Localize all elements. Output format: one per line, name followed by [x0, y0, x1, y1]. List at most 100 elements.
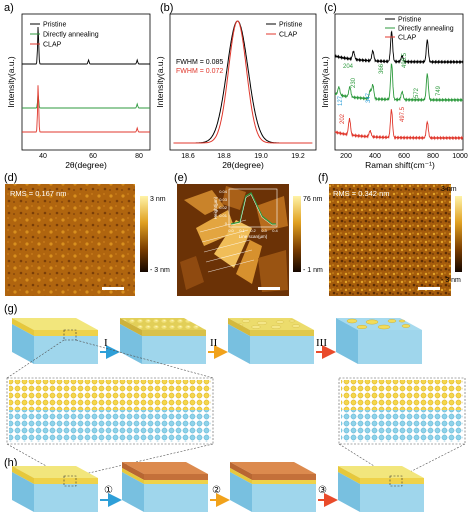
block-g2 [120, 318, 206, 364]
panel-c-label: (c) [324, 2, 337, 14]
afm-image-f [329, 184, 451, 296]
legend-annealing: Directly annealing [43, 32, 99, 39]
panel-g-label: (g) [4, 303, 17, 315]
b-xtick-19.2: 19.2 [291, 153, 305, 160]
cb-top-e: 76 nm [303, 196, 323, 203]
b-xlabel: 2θ(degree) [222, 160, 264, 170]
b-xtick-18.8: 18.8 [217, 153, 231, 160]
inset-xtick-0.0: 0.0 [228, 228, 234, 233]
colorbar-d [140, 196, 148, 272]
peak-749: 749 [436, 85, 442, 96]
c-ylabel: Intensity(a.u.) [320, 56, 330, 108]
b-xtick-18.6: 18.6 [181, 153, 195, 160]
step-iii: III [316, 337, 327, 349]
panel-c-axes [334, 13, 464, 151]
lattice-right [338, 377, 466, 445]
peak-347: 347 [366, 92, 372, 103]
scale-bar-e [258, 287, 280, 290]
inset-ytick-0.03: 0.03 [219, 197, 228, 202]
panel-e: (e) 0.04 0.03 0.02 0.01 0 [174, 172, 323, 296]
cb-bottom-e: - 1 nm [303, 267, 323, 274]
inset-xtick-0.1: 0.1 [239, 228, 245, 233]
inset-xtick-0.2: 0.2 [250, 228, 256, 233]
peak-572: 572 [414, 87, 420, 98]
c-xtick-1000: 1000 [452, 153, 468, 160]
panel-d: (d) RMS = 0.167 nm 3 nm - 3 nm [4, 172, 170, 296]
rms-d: RMS = 0.167 nm [10, 189, 66, 198]
c-series-pristine [334, 30, 464, 65]
panel-a-legend: Pristine Directly annealing CLAP [30, 22, 99, 49]
c-xlabel: Raman shift(cm⁻¹) [365, 160, 435, 170]
c-xtick-200: 200 [340, 153, 352, 160]
step-3: ③ [318, 485, 327, 496]
block-g4 [336, 318, 422, 364]
a-xtick-40: 40 [39, 153, 47, 160]
panel-c-legend: Pristine Directly annealing CLAP [385, 17, 454, 42]
colorbar-e [293, 196, 301, 272]
inset-ytick-0.02: 0.02 [219, 205, 228, 210]
legend-annealing: Directly annealing [398, 26, 454, 33]
zoom-box-g [63, 329, 77, 341]
cb-bottom-f: - 3 nm [441, 277, 461, 284]
a-xlabel: 2θ(degree) [65, 160, 107, 170]
peak-202: 202 [340, 113, 346, 124]
panel-f-label: (f) [318, 172, 328, 184]
panel-a: a) Pristine Directly annealing CLAP 40 6… [4, 2, 151, 170]
c-series-clap [334, 109, 464, 141]
b-ylabel: Intensity(a.u.) [155, 56, 165, 108]
block-h3 [230, 462, 316, 512]
c-peak-labels: 204 230 366 498.5 572 749 127 347 202 49… [338, 52, 442, 124]
inset-ytick-0.04: 0.04 [219, 189, 228, 194]
c-xtick-400: 400 [369, 153, 381, 160]
legend-clap: CLAP [279, 32, 298, 39]
inset-ylabel: Height(μm) [213, 196, 218, 219]
block-h2 [122, 462, 208, 512]
panel-b-curves [173, 20, 313, 144]
legend-clap: CLAP [43, 42, 62, 49]
legend-pristine: Pristine [279, 22, 302, 29]
block-g3 [228, 318, 314, 364]
legend-pristine: Pristine [43, 22, 66, 29]
panel-b-axes [169, 13, 317, 151]
panel-e-label: (e) [174, 172, 187, 184]
inset-xtick-0.4: 0.4 [272, 228, 278, 233]
panel-a-axes [21, 13, 151, 151]
b-series-clap [173, 20, 313, 144]
colorbar-f [455, 196, 462, 272]
c-series-directly-annealing [334, 63, 464, 103]
a-series-pristine [22, 26, 150, 65]
panel-c: (c) Pristine Directly annealing CLAP 204… [320, 2, 468, 170]
scale-bar-d [102, 287, 124, 290]
lattice-left [6, 377, 214, 445]
c-xtick-800: 800 [427, 153, 439, 160]
peak-230: 230 [351, 77, 357, 88]
fwhm-pristine: FWHM = 0.085 [176, 59, 223, 66]
a-xtick-80: 80 [135, 153, 143, 160]
panel-h: (h) ① ② [4, 457, 424, 512]
step-i: I [104, 337, 108, 349]
peak-497.5: 497.5 [400, 106, 406, 122]
panel-f: (f) RMS = 0.342 nm 3 nm - 3 nm [318, 172, 462, 296]
cb-top-d: 3 nm [150, 196, 166, 203]
a-series-clap [22, 85, 150, 133]
b-xtick-19.0: 19.0 [254, 153, 268, 160]
peak-127: 127 [338, 95, 344, 106]
afm-image-d [5, 184, 135, 296]
panel-a-curves [22, 26, 150, 133]
a-ylabel: Intensity(a.u.) [6, 56, 16, 108]
fwhm-clap: FWHM = 0.072 [176, 68, 223, 75]
cb-top-f: 3 nm [441, 186, 457, 193]
panel-c-curves [334, 30, 464, 141]
a-xtick-60: 60 [89, 153, 97, 160]
c-xtick-600: 600 [398, 153, 410, 160]
panel-b-legend: Pristine CLAP [266, 22, 302, 39]
inset-ytick-0.01: 0.01 [219, 213, 228, 218]
panel-b-label: (b) [160, 2, 173, 14]
inset-xtick-0.3: 0.3 [261, 228, 267, 233]
peak-204: 204 [343, 64, 354, 70]
panel-g: (g) I II [4, 303, 466, 477]
panel-b: (b) Pristine CLAP FWHM = 0.085 FWHM = 0.… [155, 2, 317, 170]
block-g1 [12, 318, 98, 364]
a-series-directly-annealing [22, 94, 150, 109]
